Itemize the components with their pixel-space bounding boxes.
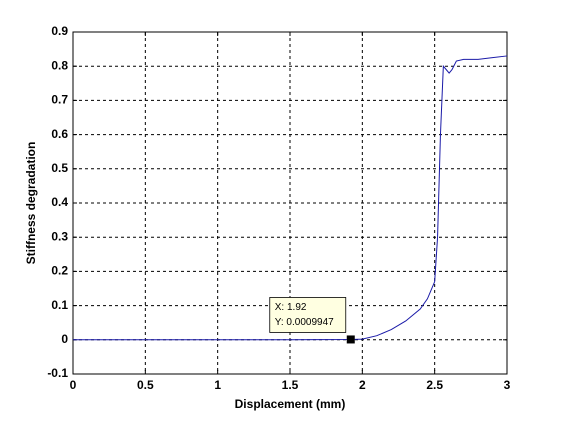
datatip-x: X: 1.92	[275, 302, 307, 313]
y-tick-label: 0	[61, 332, 68, 346]
x-tick-label: 0	[70, 378, 77, 392]
y-tick-label: -0.1	[47, 366, 68, 380]
data-line	[73, 55, 508, 341]
y-tick-label: 0.6	[51, 127, 68, 141]
y-tick-label: 0.5	[51, 161, 68, 175]
x-tick-label: 0.5	[137, 378, 154, 392]
datatip-marker	[346, 335, 355, 344]
x-tick-label: 2	[359, 378, 366, 392]
x-tick-label: 2.5	[426, 378, 443, 392]
x-axis-label: Displacement (mm)	[235, 397, 346, 411]
datatip-y: Y: 0.0009947	[275, 317, 334, 328]
y-tick-label: 0.7	[51, 93, 68, 107]
y-tick-label: 0.1	[51, 298, 68, 312]
x-tick-label: 3	[504, 378, 511, 392]
x-tick-label: 1.5	[282, 378, 299, 392]
y-tick-label: 0.9	[51, 24, 68, 38]
x-tick-label: 1	[214, 378, 221, 392]
datatip-box	[269, 297, 347, 333]
y-tick-label: 0.4	[51, 195, 68, 209]
axes-box	[72, 31, 508, 375]
y-tick-label: 0.2	[51, 264, 68, 278]
y-tick-label: 0.8	[51, 58, 68, 72]
y-tick-label: 0.3	[51, 229, 68, 243]
y-axis-label: Stiffness degradation	[24, 142, 38, 265]
